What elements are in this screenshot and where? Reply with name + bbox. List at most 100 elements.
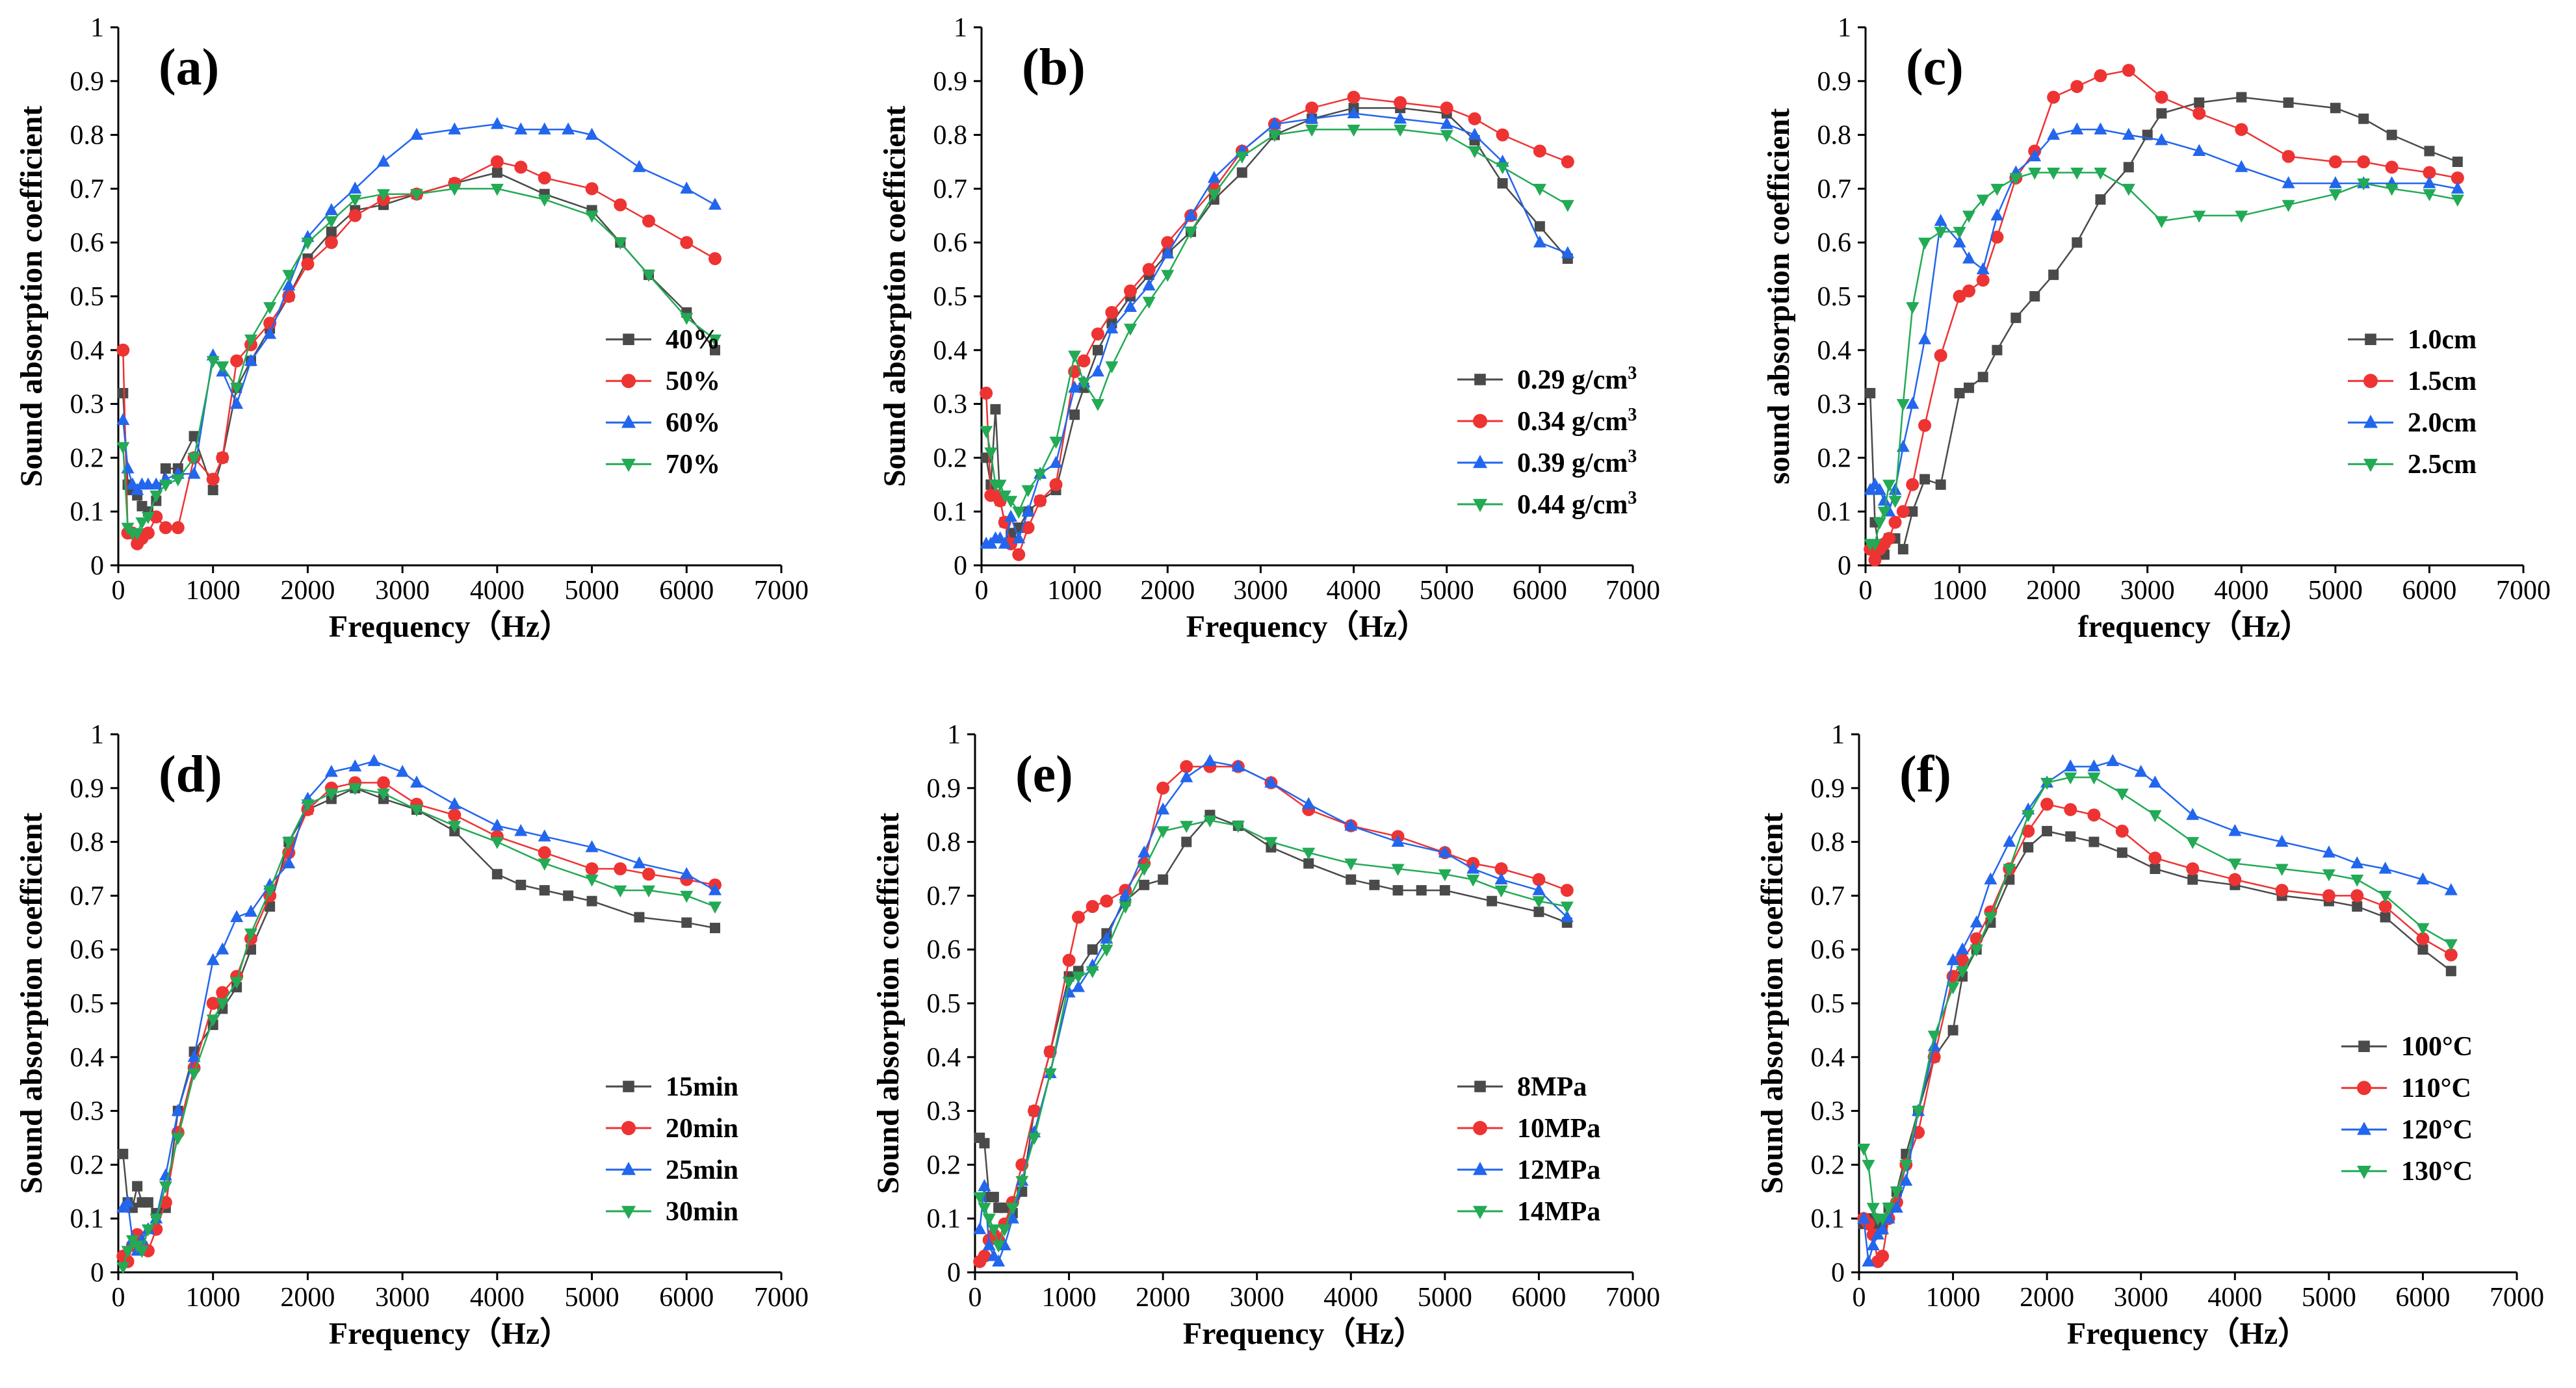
data-point	[348, 209, 362, 222]
y-tick-label: 0.7	[70, 174, 105, 204]
data-point	[216, 942, 229, 955]
data-point	[1906, 396, 1919, 409]
x-tick-label: 6000	[1513, 576, 1567, 606]
legend-label: 50%	[666, 366, 720, 396]
legend-label: 12MPa	[1517, 1155, 1600, 1185]
data-point	[1006, 1211, 1019, 1224]
legend-marker	[1473, 414, 1487, 428]
x-tick-label: 5000	[2308, 576, 2363, 606]
data-point	[1105, 321, 1119, 334]
data-point	[2022, 810, 2035, 823]
series-4	[980, 124, 1574, 519]
data-point	[1918, 332, 1932, 344]
data-point	[1876, 1250, 1890, 1263]
legend-label: 130°C	[2401, 1157, 2473, 1187]
data-point	[2235, 211, 2248, 223]
x-axis-title: frequency（Hz）	[2077, 610, 2311, 644]
y-tick-label: 1	[947, 720, 961, 750]
x-tick-label: 5000	[1420, 576, 1474, 606]
y-tick-label: 0.6	[1817, 228, 1852, 258]
panel-label: (d)	[159, 746, 222, 803]
data-point	[2155, 216, 2168, 229]
data-point	[326, 226, 337, 237]
data-point	[1865, 388, 1876, 399]
data-point	[2023, 842, 2034, 853]
data-point	[538, 858, 551, 871]
data-point	[1896, 505, 1910, 519]
data-point	[1184, 227, 1198, 239]
x-tick-label: 4000	[1327, 576, 1381, 606]
data-point	[377, 788, 390, 801]
legend-label: 2.0cm	[2408, 408, 2477, 438]
data-point	[282, 278, 296, 290]
data-point	[230, 396, 244, 409]
series-line	[979, 819, 1568, 1248]
data-point	[1043, 1068, 1057, 1081]
data-point	[2087, 772, 2101, 785]
data-point	[187, 467, 201, 479]
data-point	[1888, 496, 1902, 508]
data-point	[159, 480, 172, 492]
x-tick-label: 0	[969, 1283, 982, 1313]
data-point	[1862, 1159, 1875, 1172]
data-point	[1068, 380, 1082, 393]
data-point	[2070, 80, 2084, 94]
data-point	[1561, 199, 1574, 212]
data-point	[1977, 372, 1988, 383]
data-point	[1302, 847, 1316, 860]
data-point	[490, 117, 504, 129]
data-point	[1919, 474, 1931, 485]
data-point	[563, 890, 574, 901]
y-tick-label: 0.5	[933, 282, 968, 312]
data-point	[2416, 932, 2430, 945]
data-point	[1049, 437, 1063, 449]
data-point	[680, 181, 694, 194]
data-point	[1953, 290, 1966, 303]
x-tick-label: 6000	[659, 1283, 714, 1313]
data-point	[680, 313, 694, 326]
legend-label: 1.0cm	[2408, 325, 2477, 355]
data-point	[1561, 155, 1574, 168]
data-point	[1207, 170, 1221, 183]
data-point	[2228, 858, 2242, 871]
data-point	[1072, 910, 1086, 924]
data-point	[515, 879, 527, 890]
data-point	[680, 236, 694, 250]
data-point	[1091, 399, 1104, 411]
data-point	[709, 334, 722, 347]
x-tick-label: 7000	[1606, 576, 1660, 606]
data-point	[2423, 189, 2436, 201]
data-point	[2378, 890, 2392, 903]
data-point	[2417, 944, 2428, 955]
data-point	[1028, 1104, 1041, 1118]
y-tick-label: 0	[947, 1258, 961, 1288]
x-tick-label: 3000	[2120, 576, 2175, 606]
data-point	[2328, 176, 2342, 188]
data-point	[538, 171, 551, 185]
y-axis-title: Sound absorption coefficient	[878, 106, 912, 487]
data-point	[131, 528, 144, 541]
data-point	[1907, 506, 1918, 517]
data-point	[171, 521, 185, 535]
data-point	[709, 252, 722, 266]
data-point	[2357, 178, 2371, 191]
chart-panel-e: 0 1000 2000 3000 4000 5000 6000 7000 0 0.1 0.2 0.3 0…	[871, 720, 1660, 1351]
data-point	[1004, 509, 1018, 522]
x-tick-label: 1000	[186, 576, 241, 606]
data-point	[2330, 103, 2341, 114]
y-tick-label: 1	[90, 13, 104, 43]
panel-label: (c)	[1906, 39, 1964, 96]
y-tick-label: 0.2	[70, 1150, 105, 1180]
data-point	[1156, 781, 1170, 795]
y-tick-label: 0.3	[1817, 390, 1852, 420]
data-point	[377, 189, 390, 201]
data-point	[2094, 69, 2107, 83]
data-point	[538, 846, 551, 860]
data-point	[1028, 1133, 1041, 1145]
data-point	[324, 203, 338, 216]
legend-marker	[1473, 1161, 1487, 1176]
y-tick-label: 0.8	[70, 121, 105, 151]
data-point	[1468, 146, 1481, 159]
data-point	[2009, 173, 2023, 185]
data-point	[979, 1138, 990, 1149]
